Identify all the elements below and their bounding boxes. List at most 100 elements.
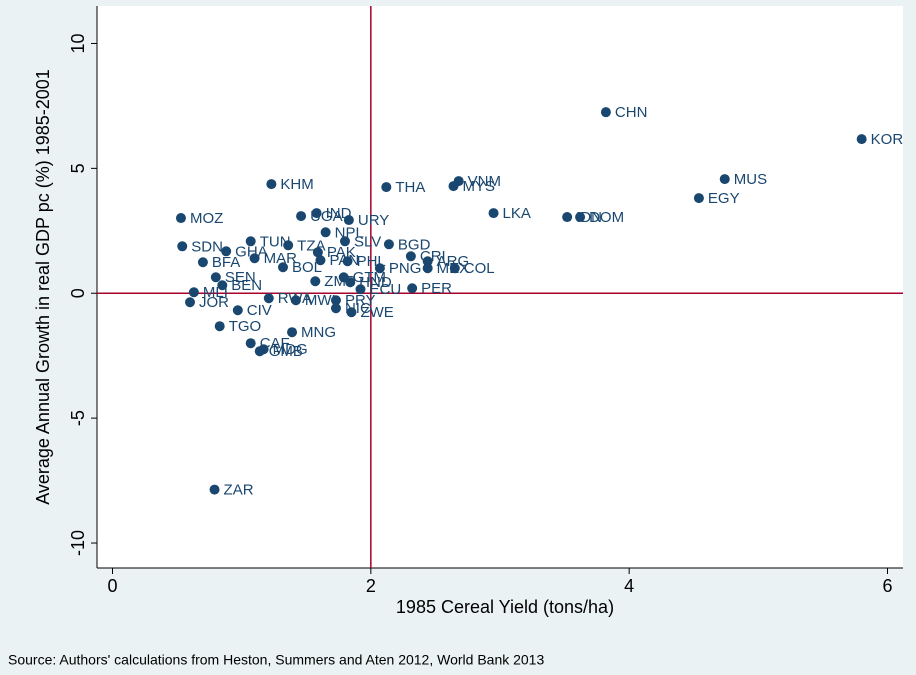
point: [381, 182, 392, 193]
point: [575, 212, 586, 223]
point: [290, 295, 301, 306]
point-label: MDG: [273, 341, 308, 358]
point: [209, 484, 220, 495]
point-label: KOR: [871, 131, 904, 148]
point: [232, 305, 243, 316]
point: [488, 208, 499, 219]
point: [374, 263, 385, 274]
point-label: MUS: [734, 171, 767, 188]
point: [422, 263, 433, 274]
point-label: CIV: [247, 302, 272, 319]
y-tick-label: -5: [68, 410, 88, 426]
point-label: DOM: [589, 209, 624, 226]
point-label: SEN: [225, 269, 256, 286]
x-tick-label: 6: [882, 576, 892, 596]
point-label: EGY: [708, 190, 740, 207]
point-label: TUN: [260, 233, 291, 250]
point-label: MWI: [305, 292, 336, 309]
point: [719, 174, 730, 185]
x-tick-label: 4: [624, 576, 634, 596]
point: [188, 287, 199, 298]
point-label: BGD: [398, 236, 431, 253]
point: [263, 293, 274, 304]
point-label: ZAR: [224, 482, 254, 499]
y-tick-label: 10: [68, 33, 88, 53]
x-tick-label: 2: [366, 576, 376, 596]
point-label: UGA: [310, 208, 343, 225]
point: [330, 303, 341, 314]
source-note: Source: Authors' calculations from Hesto…: [8, 652, 544, 668]
point-label: PER: [421, 280, 452, 297]
point: [449, 263, 460, 274]
point: [343, 215, 354, 226]
point: [562, 212, 573, 223]
point: [600, 107, 611, 118]
point-label: PNG: [389, 260, 422, 277]
point-label: HND: [359, 274, 392, 291]
y-tick-label: 5: [68, 163, 88, 173]
point: [217, 280, 228, 291]
point: [175, 213, 186, 224]
point: [330, 295, 341, 306]
point: [210, 272, 221, 283]
point-label: THA: [395, 179, 425, 196]
point-label: BOL: [292, 259, 322, 276]
point-label: ZWE: [360, 304, 393, 321]
point: [177, 241, 188, 252]
plot-area: [97, 6, 903, 568]
point-label: BEN: [231, 277, 262, 294]
point: [185, 297, 195, 308]
point: [312, 247, 323, 258]
point-label: GTM: [353, 269, 386, 286]
point-label: MYS: [463, 178, 496, 195]
point: [283, 240, 294, 251]
point: [342, 256, 353, 267]
point: [345, 277, 356, 288]
point-label: COL: [464, 260, 495, 277]
point: [287, 327, 298, 338]
point-label: GMB: [269, 343, 303, 360]
point: [856, 134, 867, 145]
point-label: SLV: [354, 233, 381, 250]
point: [311, 208, 322, 219]
point: [221, 246, 232, 257]
point: [296, 211, 307, 222]
point: [254, 346, 265, 357]
point: [266, 179, 277, 190]
y-tick-label: -10: [68, 530, 88, 556]
point-label: PRY: [345, 292, 376, 309]
point: [315, 255, 326, 266]
point-label: GHA: [235, 243, 268, 260]
point-label: LKA: [503, 205, 531, 222]
point: [407, 283, 418, 294]
point-label: NPL: [335, 224, 364, 241]
point-label: MNG: [301, 324, 336, 341]
point: [249, 253, 260, 264]
y-tick-label: 0: [68, 288, 88, 298]
point: [422, 256, 433, 267]
point-label: MAR: [264, 250, 298, 267]
point: [340, 236, 350, 247]
point: [320, 227, 331, 238]
point-label: TGO: [229, 318, 261, 335]
point-label: BFA: [212, 254, 240, 271]
point: [383, 239, 394, 250]
point-label: URY: [358, 212, 389, 229]
point: [448, 181, 459, 192]
point-label: ECU: [370, 281, 402, 298]
point: [355, 284, 366, 295]
y-axis-label: Average Annual Growth in real GDP pc (%)…: [33, 69, 53, 505]
point-label: KHM: [280, 176, 313, 193]
point: [197, 257, 208, 268]
point: [278, 262, 288, 273]
point-label: CHN: [615, 104, 648, 121]
point: [310, 276, 321, 287]
point-label: SDN: [191, 238, 223, 255]
point: [693, 193, 704, 204]
x-tick-label: 0: [107, 576, 117, 596]
point: [245, 236, 256, 247]
point: [245, 338, 256, 349]
point: [214, 321, 225, 332]
point-label: JOR: [199, 294, 229, 311]
